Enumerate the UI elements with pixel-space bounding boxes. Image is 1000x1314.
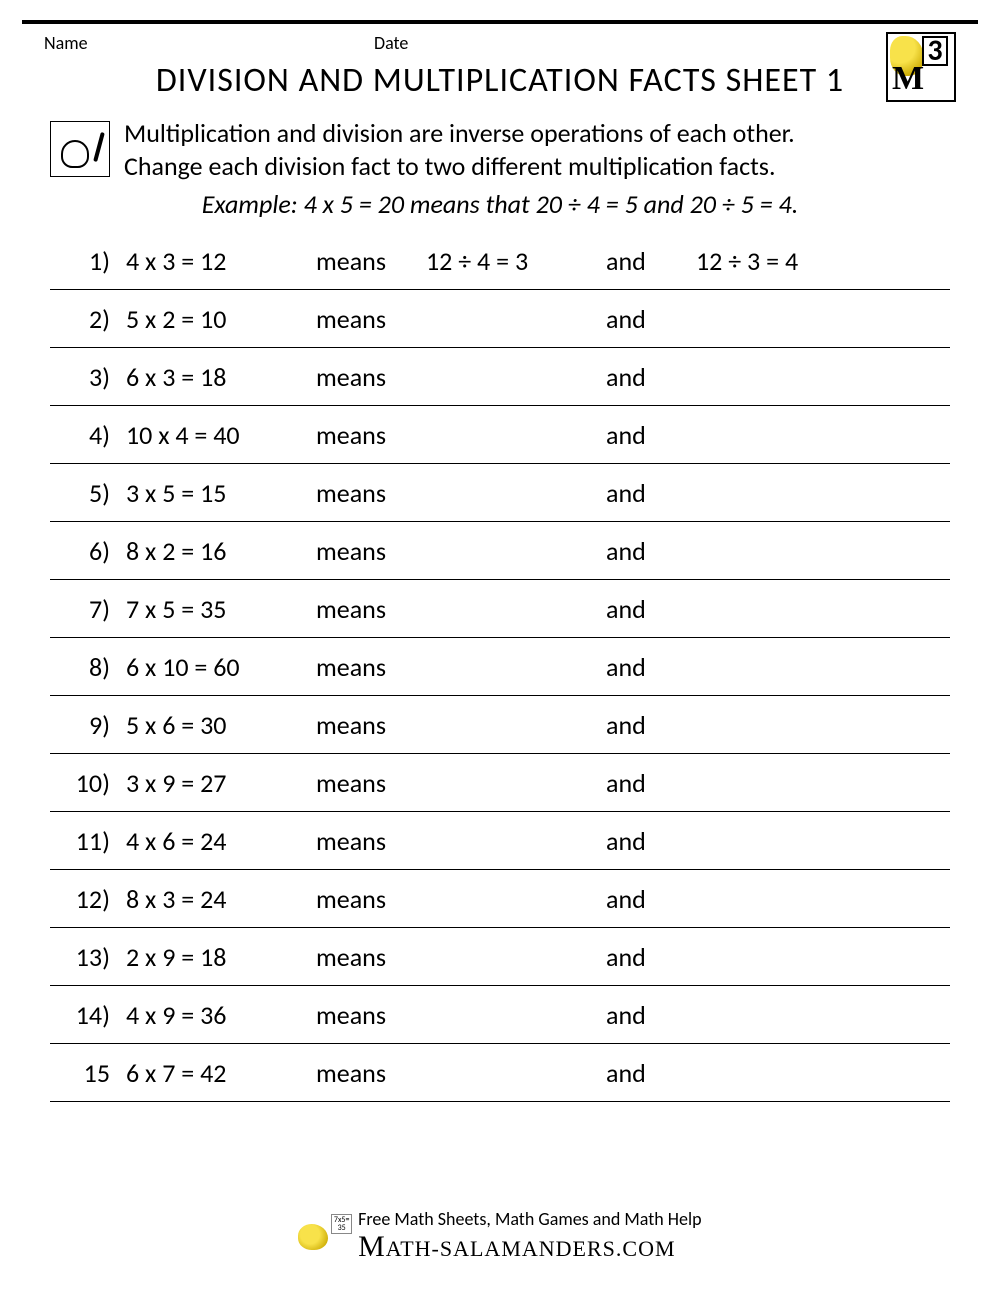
and-label: and	[606, 883, 696, 915]
problems-table: 1)4 x 3 = 12means12 ÷ 4 = 3and12 ÷ 3 = 4…	[50, 232, 950, 1102]
means-label: means	[316, 361, 426, 393]
problem-number: 11)	[50, 825, 126, 857]
problem-fact: 4 x 9 = 36	[126, 999, 316, 1031]
problem-row: 1)4 x 3 = 12means12 ÷ 4 = 3and12 ÷ 3 = 4	[50, 232, 950, 290]
and-label: and	[606, 999, 696, 1031]
problem-fact: 3 x 9 = 27	[126, 767, 316, 799]
and-label: and	[606, 1057, 696, 1089]
instruction-line2: Change each division fact to two differe…	[124, 150, 795, 183]
means-label: means	[316, 245, 426, 277]
footer-letter: M	[358, 1230, 386, 1263]
means-label: means	[316, 651, 426, 683]
problem-row: 12)8 x 3 = 24means and	[50, 870, 950, 928]
and-label: and	[606, 767, 696, 799]
and-label: and	[606, 245, 696, 277]
means-label: means	[316, 825, 426, 857]
problem-row: 5)3 x 5 = 15means and	[50, 464, 950, 522]
means-label: means	[316, 535, 426, 567]
problem-number: 14)	[50, 999, 126, 1031]
and-label: and	[606, 419, 696, 451]
problem-fact: 6 x 3 = 18	[126, 361, 316, 393]
means-label: means	[316, 419, 426, 451]
problem-row: 2)5 x 2 = 10means and	[50, 290, 950, 348]
problem-row: 3)6 x 3 = 18means and	[50, 348, 950, 406]
problem-fact: 7 x 5 = 35	[126, 593, 316, 625]
problem-fact: 6 x 10 = 60	[126, 651, 316, 683]
problem-number: 8)	[50, 651, 126, 683]
problem-row: 4)10 x 4 = 40means and	[50, 406, 950, 464]
problem-number: 15	[50, 1057, 126, 1089]
and-label: and	[606, 593, 696, 625]
problem-number: 12)	[50, 883, 126, 915]
example-text: Example: 4 x 5 = 20 means that 20 ÷ 4 = …	[0, 182, 1000, 228]
means-label: means	[316, 303, 426, 335]
means-label: means	[316, 477, 426, 509]
problem-row: 13)2 x 9 = 18means and	[50, 928, 950, 986]
problem-fact: 5 x 6 = 30	[126, 709, 316, 741]
and-label: and	[606, 477, 696, 509]
means-label: means	[316, 883, 426, 915]
meta-row: Name Date	[0, 24, 1000, 54]
name-label: Name	[44, 32, 374, 54]
means-label: means	[316, 593, 426, 625]
problem-fact: 4 x 3 = 12	[126, 245, 316, 277]
salamander-small-icon	[50, 121, 110, 177]
grade-logo: 3 M	[886, 32, 956, 102]
means-label: means	[316, 709, 426, 741]
grade-number: 3	[922, 36, 948, 66]
problem-fact: 5 x 2 = 10	[126, 303, 316, 335]
footer-tagline: Free Math Sheets, Math Games and Math He…	[358, 1208, 701, 1230]
footer-salamander-icon	[298, 1216, 348, 1256]
date-label: Date	[374, 32, 408, 54]
problem-fact: 8 x 3 = 24	[126, 883, 316, 915]
and-label: and	[606, 361, 696, 393]
problem-row: 14)4 x 9 = 36means and	[50, 986, 950, 1044]
problem-number: 6)	[50, 535, 126, 567]
footer-site: MATH-SALAMANDERS.COM	[358, 1236, 675, 1261]
means-label: means	[316, 1057, 426, 1089]
means-label: means	[316, 941, 426, 973]
means-label: means	[316, 999, 426, 1031]
problem-row: 9)5 x 6 = 30means and	[50, 696, 950, 754]
problem-number: 7)	[50, 593, 126, 625]
logo-letter: M	[892, 60, 924, 98]
problem-row: 8)6 x 10 = 60means and	[50, 638, 950, 696]
problem-number: 9)	[50, 709, 126, 741]
footer-row: Free Math Sheets, Math Games and Math He…	[0, 1208, 1000, 1264]
and-label: and	[606, 651, 696, 683]
problem-row: 7)7 x 5 = 35means and	[50, 580, 950, 638]
problem-fact: 6 x 7 = 42	[126, 1057, 316, 1089]
problem-number: 13)	[50, 941, 126, 973]
instruction-line1: Multiplication and division are inverse …	[124, 117, 795, 150]
problem-fact: 4 x 6 = 24	[126, 825, 316, 857]
problem-row: 10)3 x 9 = 27means and	[50, 754, 950, 812]
problem-fact: 3 x 5 = 15	[126, 477, 316, 509]
and-label: and	[606, 303, 696, 335]
problem-fact: 2 x 9 = 18	[126, 941, 316, 973]
instruction-text: Multiplication and division are inverse …	[124, 117, 795, 182]
problem-number: 3)	[50, 361, 126, 393]
problem-row: 156 x 7 = 42means and	[50, 1044, 950, 1102]
problem-number: 1)	[50, 245, 126, 277]
problem-number: 4)	[50, 419, 126, 451]
answer-2: 12 ÷ 3 = 4	[696, 245, 950, 277]
problem-row: 11)4 x 6 = 24means and	[50, 812, 950, 870]
page-title: DIVISION AND MULTIPLICATION FACTS SHEET …	[44, 60, 956, 101]
and-label: and	[606, 825, 696, 857]
problem-number: 2)	[50, 303, 126, 335]
and-label: and	[606, 941, 696, 973]
and-label: and	[606, 709, 696, 741]
instructions: Multiplication and division are inverse …	[0, 111, 1000, 182]
problem-row: 6)8 x 2 = 16means and	[50, 522, 950, 580]
footer: Free Math Sheets, Math Games and Math He…	[0, 1208, 1000, 1264]
title-row: DIVISION AND MULTIPLICATION FACTS SHEET …	[0, 54, 1000, 111]
problem-fact: 10 x 4 = 40	[126, 419, 316, 451]
and-label: and	[606, 535, 696, 567]
problem-number: 10)	[50, 767, 126, 799]
answer-1: 12 ÷ 4 = 3	[426, 245, 606, 277]
problem-number: 5)	[50, 477, 126, 509]
means-label: means	[316, 767, 426, 799]
problem-fact: 8 x 2 = 16	[126, 535, 316, 567]
